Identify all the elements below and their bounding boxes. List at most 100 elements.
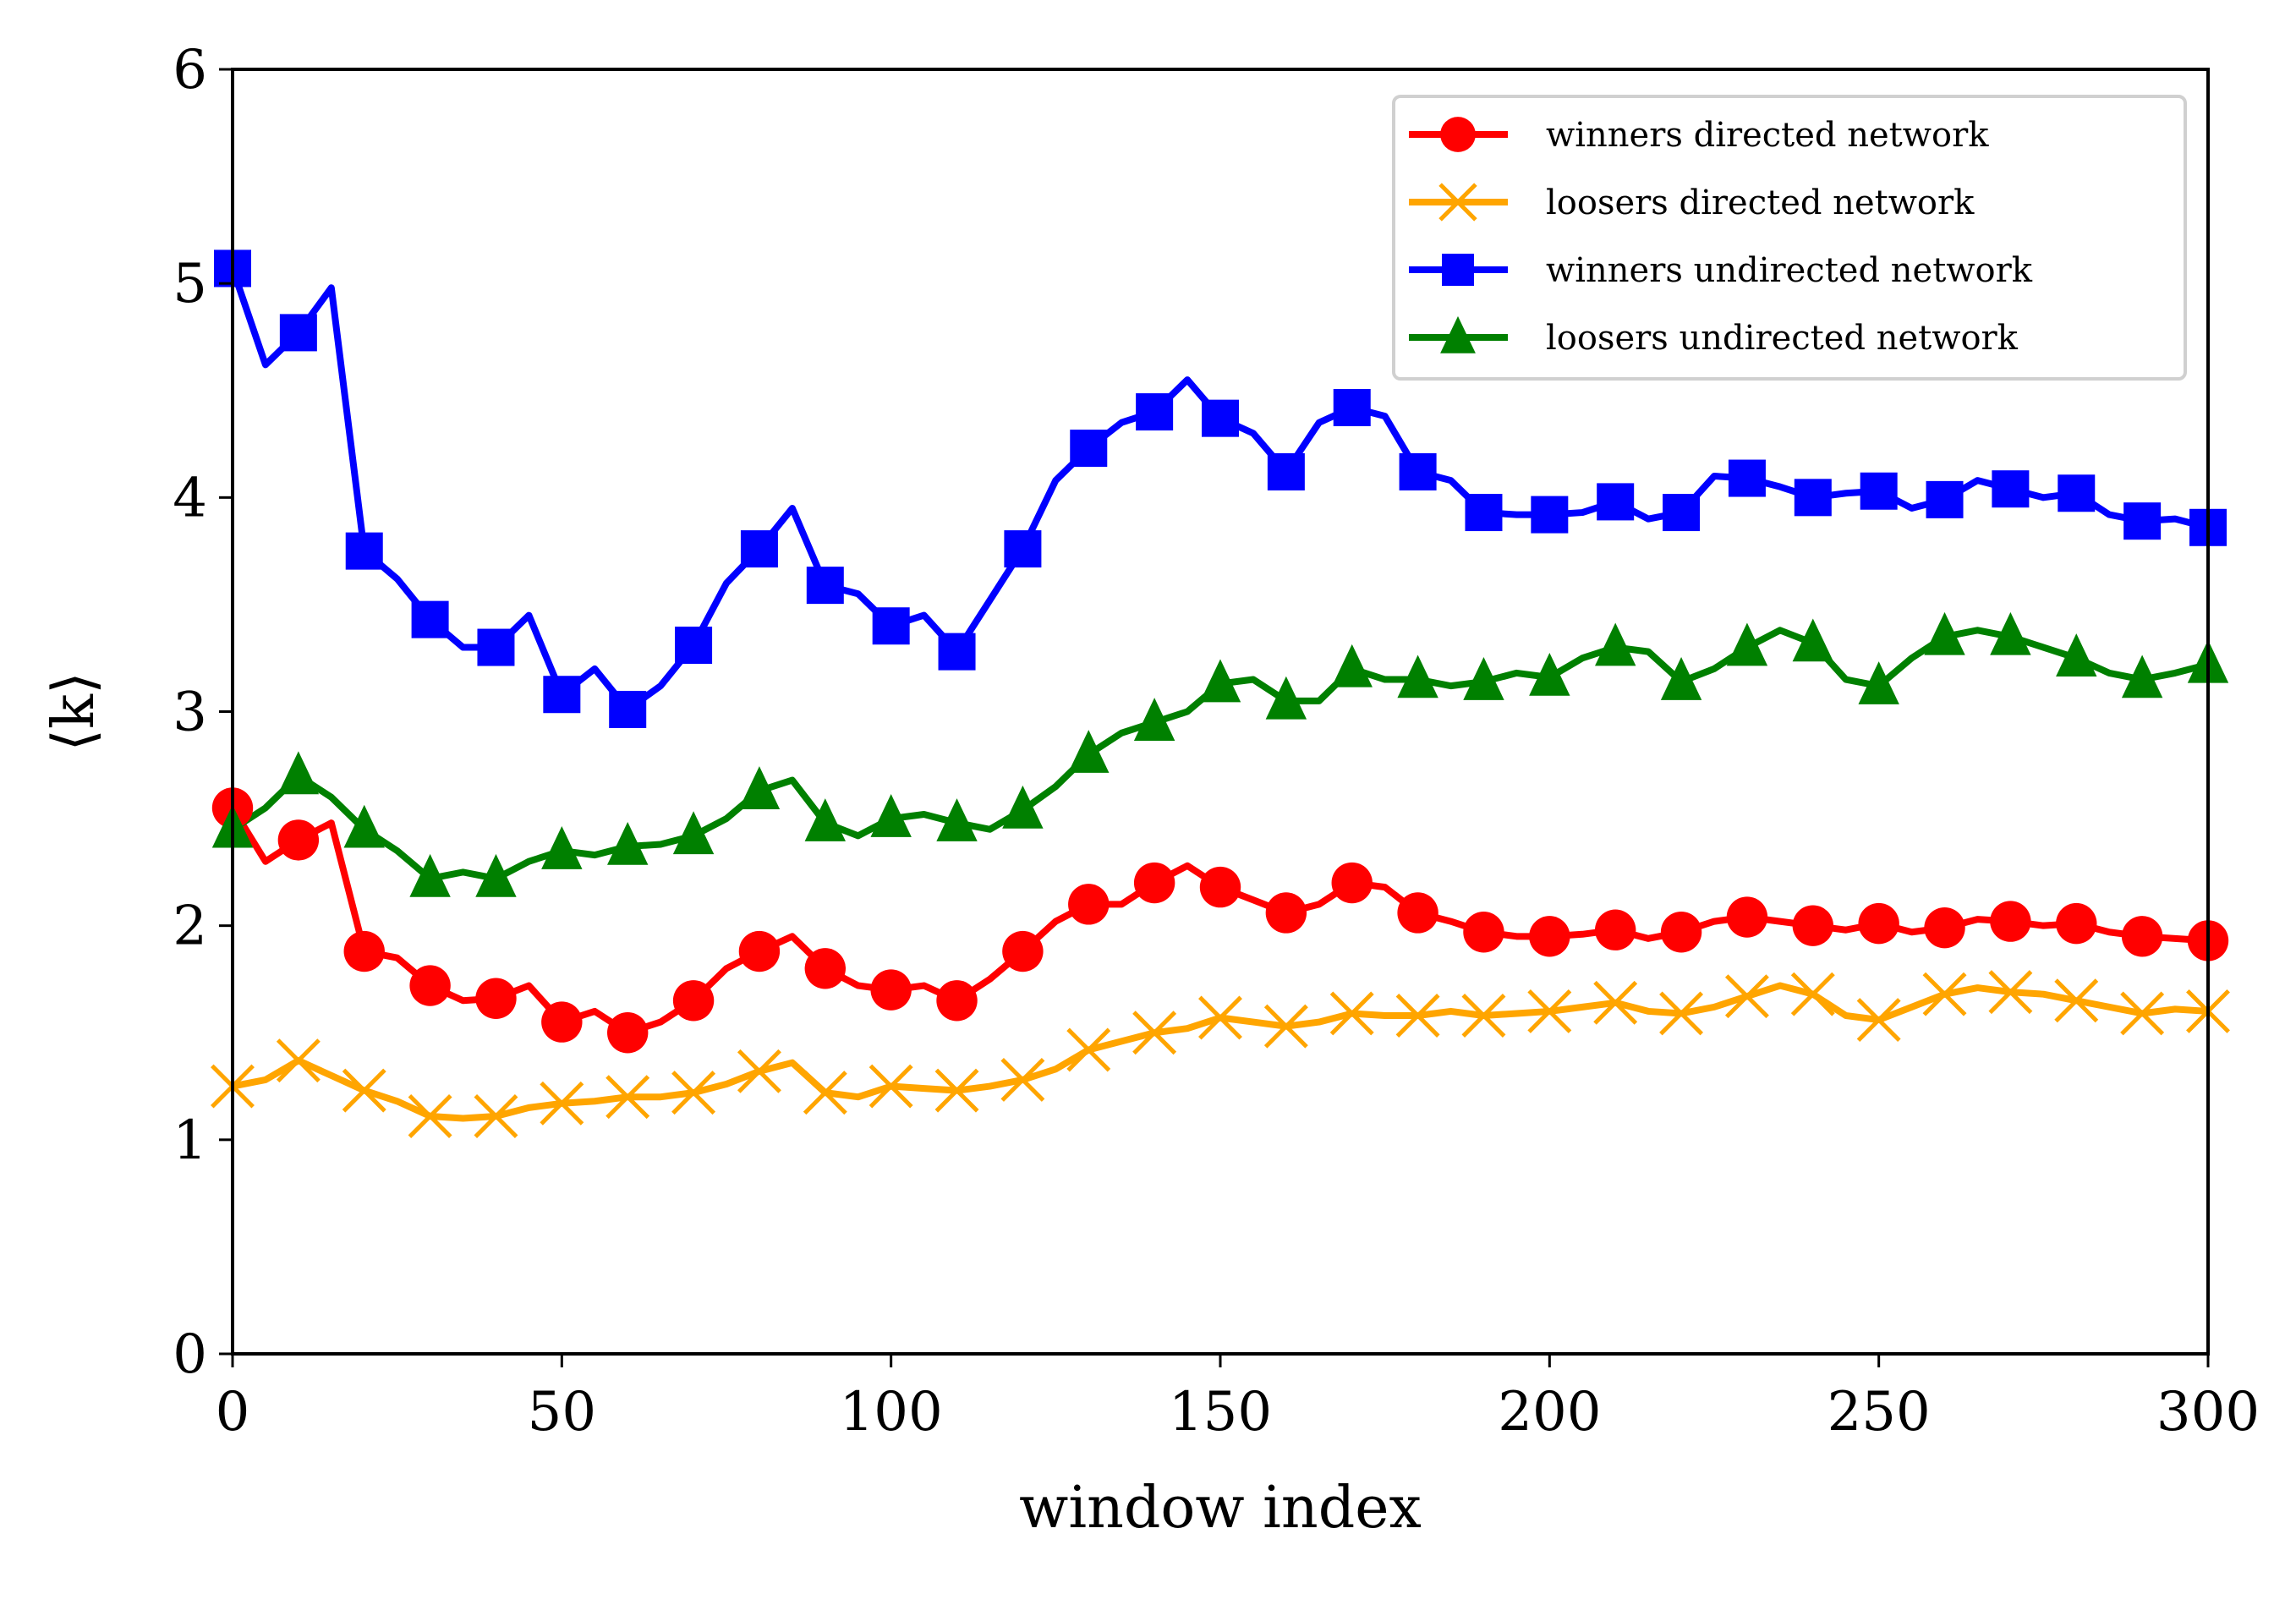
data-point	[277, 819, 320, 861]
data-point	[1199, 866, 1241, 908]
data-point	[1858, 661, 1899, 704]
data-point	[2056, 633, 2097, 677]
data-point	[1990, 611, 2031, 655]
data-point	[738, 766, 781, 809]
y-axis: 0 1 2 3 4 5 6	[173, 39, 233, 1386]
data-point	[345, 532, 383, 570]
data-point	[475, 853, 517, 897]
data-point	[2121, 655, 2163, 698]
data-point	[1595, 909, 1636, 950]
data-point	[1593, 980, 1638, 1025]
data-point	[804, 798, 846, 841]
x-tick-label: 150	[1169, 1381, 1272, 1443]
data-point	[2056, 902, 2097, 945]
data-point	[1860, 472, 1898, 510]
data-point	[279, 314, 317, 352]
data-point	[1856, 998, 1901, 1043]
data-point	[1988, 970, 2033, 1015]
data-point	[803, 1071, 847, 1115]
data-point	[804, 948, 846, 989]
data-point	[1463, 912, 1504, 953]
legend-label: winners undirected network	[1546, 251, 2033, 290]
data-point	[541, 826, 583, 869]
data-point	[1663, 494, 1701, 532]
data-point	[477, 628, 515, 666]
data-point	[1198, 995, 1242, 1040]
data-point	[1790, 972, 1835, 1016]
data-point	[1068, 884, 1110, 925]
legend-marker	[1440, 117, 1476, 152]
data-point	[1267, 452, 1305, 490]
data-point	[1066, 1027, 1111, 1072]
x-tick-label: 300	[2156, 1381, 2260, 1443]
data-point	[1529, 652, 1570, 696]
data-point	[1068, 730, 1110, 773]
data-point	[540, 1081, 584, 1126]
data-point	[1333, 389, 1371, 427]
data-point	[1924, 907, 1965, 949]
x-tick-label: 250	[1827, 1381, 1931, 1443]
data-point	[276, 1038, 321, 1083]
data-point	[1792, 905, 1833, 946]
data-point	[2058, 474, 2096, 512]
legend-label: loosers undirected network	[1546, 319, 2019, 358]
data-point	[606, 1075, 650, 1120]
data-point	[1133, 698, 1175, 741]
data-point	[1397, 655, 1438, 698]
data-point	[1992, 470, 2030, 508]
data-point	[1728, 459, 1766, 497]
data-point	[1792, 618, 1833, 662]
data-point	[609, 690, 647, 728]
data-point	[541, 1001, 583, 1043]
data-point	[1397, 892, 1438, 934]
data-point	[543, 676, 581, 714]
data-point	[934, 1068, 979, 1113]
data-point	[1395, 994, 1440, 1038]
data-point	[737, 1049, 781, 1093]
x-axis: 0 50 100 150 200 250 300	[216, 1354, 2260, 1443]
data-point	[1199, 659, 1241, 703]
data-point	[1202, 399, 1239, 437]
data-point	[1858, 902, 1899, 945]
data-point	[1461, 994, 1506, 1038]
data-point	[1136, 393, 1174, 431]
x-tick-label: 0	[216, 1381, 250, 1443]
data-point	[1331, 644, 1373, 687]
data-point	[1000, 1057, 1045, 1102]
legend: winners directed network loosers directed…	[1392, 95, 2187, 381]
y-tick-label: 2	[173, 896, 207, 958]
data-point	[1070, 430, 1108, 468]
y-tick-label: 4	[173, 467, 207, 529]
data-point	[607, 821, 649, 865]
data-point	[675, 627, 713, 665]
data-point	[1924, 611, 1965, 655]
data-point	[938, 633, 976, 671]
data-point	[1726, 896, 1768, 938]
data-point	[411, 600, 449, 638]
legend-box	[1392, 95, 2187, 381]
data-point	[1660, 657, 1702, 700]
y-tick-label: 0	[173, 1323, 207, 1386]
data-point	[409, 853, 451, 897]
data-point	[870, 794, 912, 837]
data-point	[1002, 930, 1044, 972]
data-point	[936, 798, 978, 841]
data-point	[1726, 622, 1768, 666]
y-axis-label: ⟨k⟩	[41, 671, 107, 751]
x-tick-label: 50	[528, 1381, 596, 1443]
data-point	[1465, 494, 1503, 532]
data-point	[408, 1094, 452, 1138]
legend-label: loosers directed network	[1546, 184, 1975, 222]
data-point	[1529, 916, 1570, 957]
data-point	[607, 1012, 649, 1054]
data-point	[1463, 657, 1504, 700]
legend-item: loosers directed network	[1409, 183, 1975, 222]
data-point	[342, 1068, 386, 1113]
data-point	[2120, 991, 2165, 1036]
data-point	[1133, 862, 1175, 904]
data-point	[869, 1064, 913, 1109]
legend-marker	[1438, 183, 1477, 222]
data-point	[1329, 991, 1374, 1036]
data-point	[1263, 1004, 1308, 1049]
data-point	[343, 930, 385, 972]
